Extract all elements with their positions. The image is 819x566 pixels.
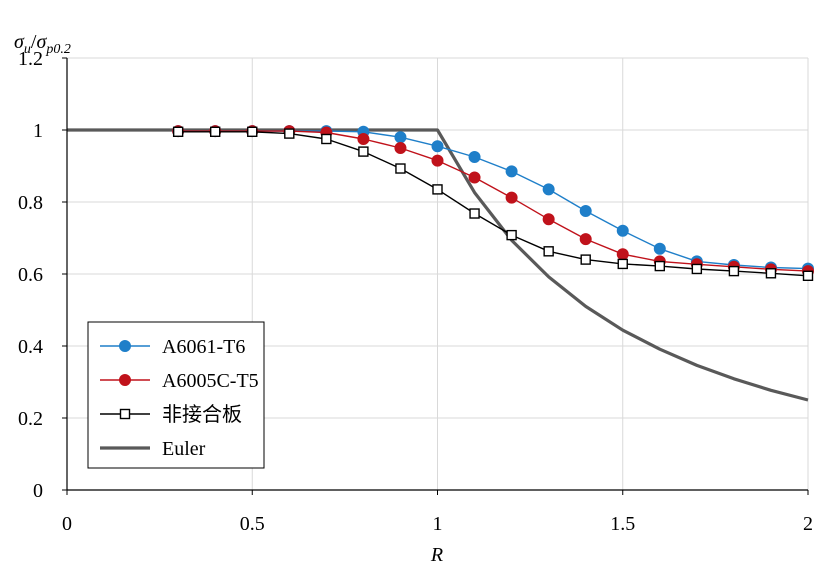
x-tick-label: 0.5 [240, 513, 265, 535]
data-point [505, 165, 518, 178]
data-point [284, 128, 295, 139]
data-point [579, 233, 592, 246]
series-line-2 [178, 131, 809, 277]
data-point [431, 154, 444, 167]
data-point [543, 246, 554, 257]
data-point [469, 208, 480, 219]
y-tick-label: 0 [33, 480, 43, 502]
data-point [431, 140, 444, 153]
data-point [505, 191, 518, 204]
y-tick-label: 0.4 [18, 336, 43, 358]
axes [62, 57, 809, 495]
data-point [653, 242, 666, 255]
data-point [617, 258, 628, 270]
data-point [802, 270, 814, 281]
x-tick-label: 1.5 [610, 513, 635, 535]
legend: A6061-T6 A6005C-T5 非接合板 Euler [87, 321, 265, 469]
legend-label: 非接合板 [162, 403, 242, 426]
series-layer [172, 125, 814, 281]
y-tick-label: 0.6 [18, 264, 43, 286]
data-point [616, 224, 629, 237]
legend-marker [119, 408, 131, 420]
legend-label: A6005C-T5 [162, 370, 259, 392]
data-point [172, 126, 184, 138]
y-axis-label: σu/σp0.2 [14, 31, 71, 57]
legend-marker [119, 340, 131, 352]
x-tick-label: 1 [433, 513, 443, 535]
data-point [357, 133, 370, 145]
series-line-3 [67, 128, 809, 402]
data-point [654, 260, 665, 272]
y-tick-label: 1.2 [18, 48, 43, 70]
y-tick-label: 0.2 [18, 408, 43, 430]
tick-labels: 0 0.2 0.4 0.6 0.8 1 1.2 0 0.5 1 1.5 2 [18, 48, 813, 535]
data-point [616, 248, 629, 261]
legend-label: Euler [162, 438, 206, 460]
legend-label: A6061-T6 [162, 336, 245, 358]
y-tick-label: 1 [33, 120, 43, 142]
y-tick-label: 0.8 [18, 192, 43, 214]
data-point [542, 183, 555, 196]
data-point [580, 254, 591, 265]
x-axis-label: R [430, 544, 443, 566]
data-point [468, 151, 481, 163]
euler-series [67, 128, 809, 402]
data-point [394, 131, 407, 144]
data-point [394, 142, 407, 154]
x-tick-label: 2 [803, 513, 813, 535]
x-tick-label: 0 [62, 513, 72, 535]
data-point [358, 146, 369, 157]
data-point [542, 213, 555, 226]
data-point [395, 163, 406, 174]
data-point [728, 265, 740, 277]
series-line-1 [178, 130, 809, 272]
data-point [432, 184, 443, 195]
data-point [247, 126, 258, 138]
data-point [321, 133, 332, 145]
data-point [765, 268, 777, 279]
data-point [209, 126, 221, 138]
legend-marker [119, 374, 131, 386]
data-point [579, 205, 592, 217]
data-point [506, 229, 517, 241]
series-line-0 [178, 130, 809, 270]
data-point [468, 171, 481, 184]
data-point [691, 263, 703, 275]
